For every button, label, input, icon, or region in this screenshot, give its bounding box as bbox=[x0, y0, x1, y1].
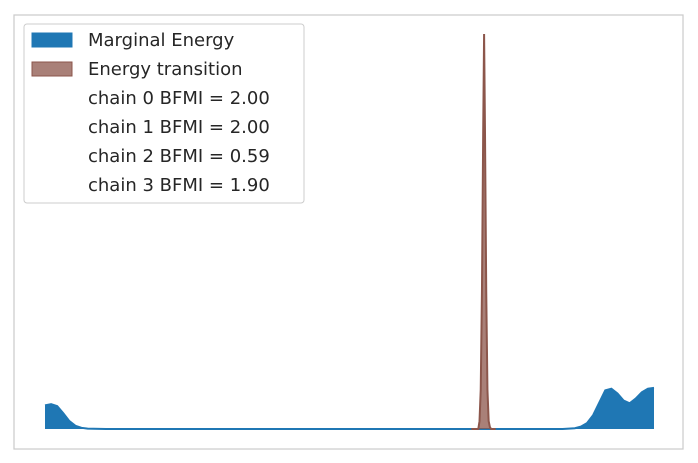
legend-label-chain-3-bfmi: chain 3 BFMI = 1.90 bbox=[88, 175, 270, 196]
legend-label-chain-2-bfmi: chain 2 BFMI = 0.59 bbox=[88, 146, 270, 167]
series-layer bbox=[44, 33, 655, 430]
legend-box bbox=[23, 23, 305, 204]
legend: Marginal Energy Energy transition chain … bbox=[23, 23, 305, 204]
legend-label-chain-0-bfmi: chain 0 BFMI = 2.00 bbox=[88, 88, 270, 109]
line-marginal-energy bbox=[44, 386, 655, 430]
area-energy-transition bbox=[471, 34, 496, 429]
line-energy-transition bbox=[471, 33, 496, 430]
legend-label-energy-transition: Energy transition bbox=[88, 59, 243, 80]
legend-swatch-energy-transition bbox=[31, 61, 73, 77]
legend-label-chain-1-bfmi: chain 1 BFMI = 2.00 bbox=[88, 117, 270, 138]
legend-swatch-marginal-energy bbox=[31, 32, 73, 48]
legend-label-marginal-energy: Marginal Energy bbox=[88, 30, 235, 51]
area-marginal-energy bbox=[45, 387, 654, 429]
